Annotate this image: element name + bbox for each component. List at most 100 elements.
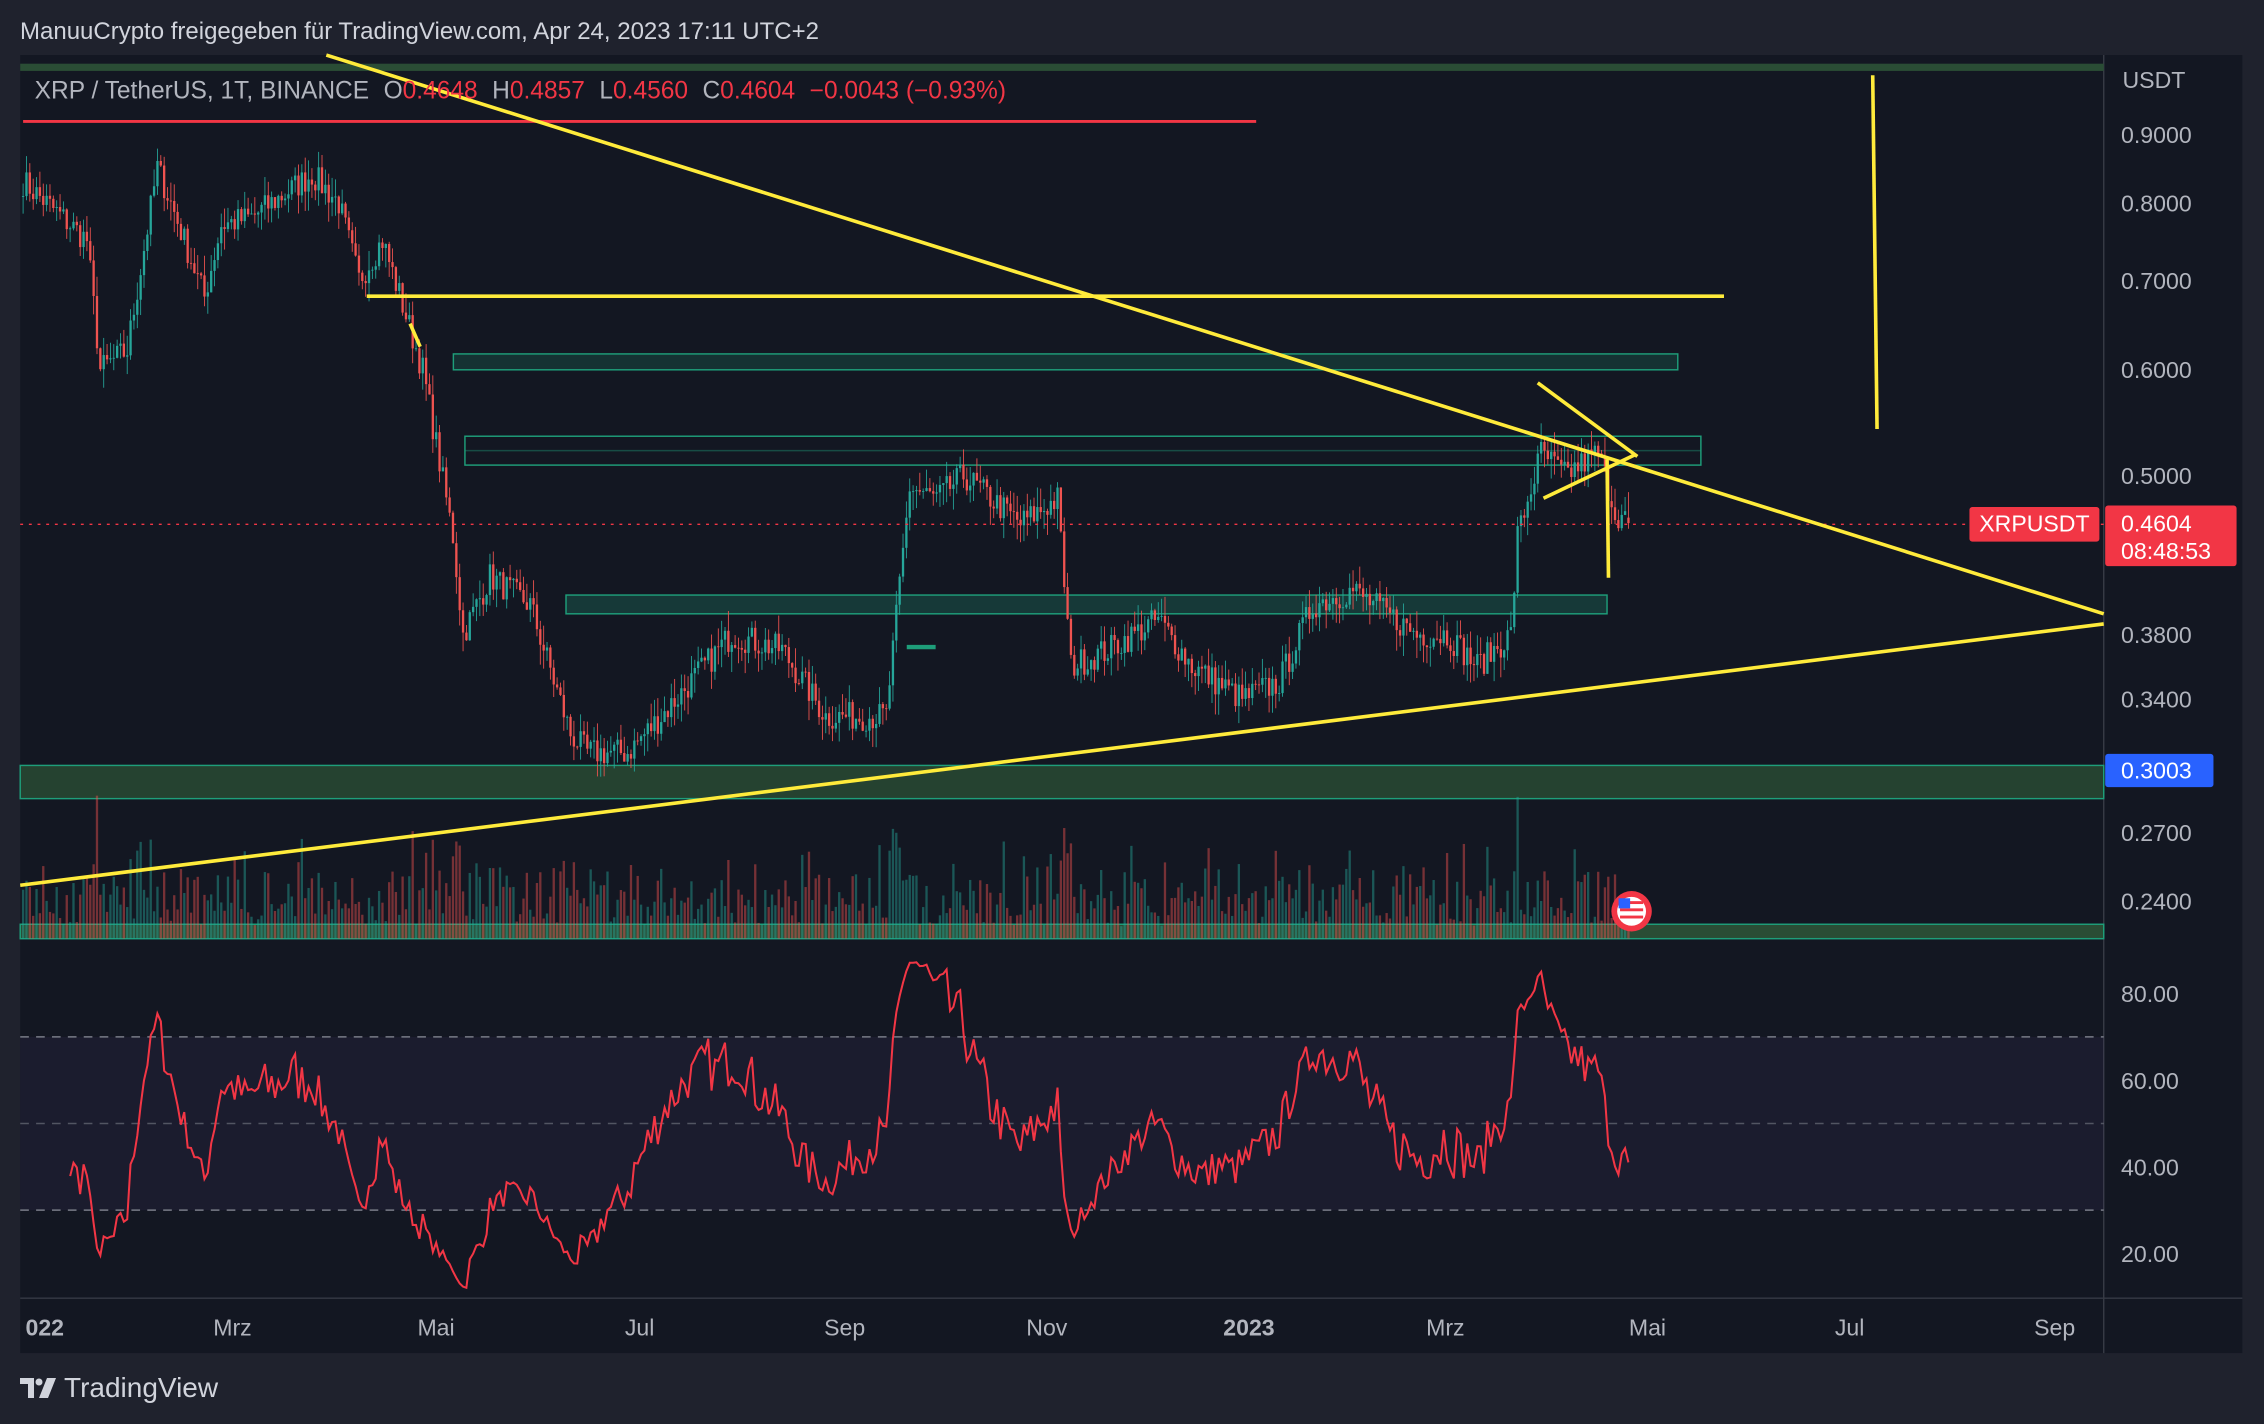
candle xyxy=(1005,495,1009,517)
top-zone[interactable] xyxy=(20,63,2104,71)
candle xyxy=(1194,669,1197,695)
candle xyxy=(979,465,982,493)
candle xyxy=(505,576,508,609)
volume-bar xyxy=(1016,915,1019,939)
candle xyxy=(72,212,75,231)
candle xyxy=(878,687,881,727)
candle xyxy=(1361,577,1365,612)
volume-bar xyxy=(838,892,841,939)
candle xyxy=(492,551,495,600)
candle xyxy=(243,191,246,229)
uptrend-line[interactable] xyxy=(19,622,2104,888)
volume-bar xyxy=(1570,913,1573,939)
volume-bar xyxy=(1066,853,1069,939)
candle xyxy=(653,699,656,740)
volume-bar xyxy=(1103,898,1106,939)
volume-bar xyxy=(95,795,99,939)
volume-bar xyxy=(1442,903,1445,939)
candle xyxy=(898,573,901,615)
candle xyxy=(203,255,206,307)
candle xyxy=(569,714,572,746)
volume-bar xyxy=(1503,912,1506,939)
volume-bar xyxy=(1600,920,1603,939)
candle xyxy=(401,282,404,316)
zone-0.30[interactable] xyxy=(19,764,2105,800)
candle xyxy=(1207,648,1210,689)
candle xyxy=(1529,478,1533,511)
triangle-lower[interactable] xyxy=(1542,453,1636,500)
zone-0.52[interactable] xyxy=(464,435,1702,466)
volume-bar xyxy=(156,886,159,939)
zone-bottom[interactable] xyxy=(19,923,2105,940)
volume-bar xyxy=(324,914,327,939)
candle xyxy=(1294,646,1298,669)
downtrend-line[interactable] xyxy=(325,53,2105,616)
candle xyxy=(1365,588,1368,611)
volume-bar xyxy=(633,899,636,939)
volume-bar xyxy=(1331,887,1335,939)
volume-bar xyxy=(831,911,834,939)
volume-bar xyxy=(1539,900,1543,939)
candle xyxy=(280,191,283,208)
candle xyxy=(1103,626,1106,676)
candle xyxy=(1556,444,1560,461)
zone-0.40[interactable] xyxy=(565,594,1608,615)
candle xyxy=(932,482,935,506)
volume-bar xyxy=(898,847,901,939)
candle xyxy=(1254,680,1257,691)
candle xyxy=(122,329,126,358)
candle xyxy=(223,208,226,250)
triangle-drop[interactable] xyxy=(1605,459,1611,578)
candle xyxy=(1069,614,1073,659)
candle xyxy=(193,248,196,274)
volume-bar xyxy=(1183,902,1187,939)
volume-bar xyxy=(1069,843,1073,939)
vertical-target-line[interactable] xyxy=(1870,75,1879,430)
candle xyxy=(831,706,834,742)
candle xyxy=(1335,587,1338,623)
us-flag-event-icon[interactable] xyxy=(1611,891,1652,932)
volume-bar xyxy=(532,916,535,939)
candle xyxy=(273,197,277,211)
candle xyxy=(606,740,609,767)
candle xyxy=(1466,633,1469,681)
volume-bar xyxy=(975,913,979,939)
volume-bar xyxy=(1005,907,1009,939)
volume-bar xyxy=(1523,914,1526,939)
volume-bar xyxy=(686,897,690,939)
candle xyxy=(794,648,797,693)
candle xyxy=(942,483,945,505)
volume-bar xyxy=(871,907,874,939)
volume-bar xyxy=(1147,905,1150,939)
candle xyxy=(1368,584,1371,625)
volume-bar xyxy=(1002,841,1005,939)
volume-bar xyxy=(1573,849,1576,939)
candle xyxy=(320,155,324,194)
volume-bar xyxy=(955,891,958,939)
candle xyxy=(881,702,885,725)
volume-bar xyxy=(243,851,246,939)
volume-bar xyxy=(341,908,344,939)
price-axis-background[interactable] xyxy=(2103,55,2243,1354)
volume-bar xyxy=(922,907,925,939)
candle xyxy=(1180,639,1183,661)
candle xyxy=(1496,632,1499,654)
candle xyxy=(1526,495,1529,536)
tradingview-logo[interactable]: TradingView xyxy=(20,1372,218,1404)
candle xyxy=(938,475,942,507)
zone-0.60[interactable] xyxy=(452,353,1679,371)
candle xyxy=(767,629,770,660)
candle xyxy=(330,177,334,217)
small-line[interactable] xyxy=(408,322,422,348)
candle xyxy=(989,485,992,525)
volume-bar xyxy=(327,900,330,939)
volume-bar xyxy=(1304,911,1308,939)
candle xyxy=(1167,616,1170,630)
candle xyxy=(1550,441,1553,479)
volume-bar xyxy=(1576,881,1580,939)
volume-bar xyxy=(569,895,572,939)
volume-bar xyxy=(1224,913,1227,939)
volume-bar xyxy=(482,903,485,939)
triangle-upper[interactable] xyxy=(1536,381,1639,458)
